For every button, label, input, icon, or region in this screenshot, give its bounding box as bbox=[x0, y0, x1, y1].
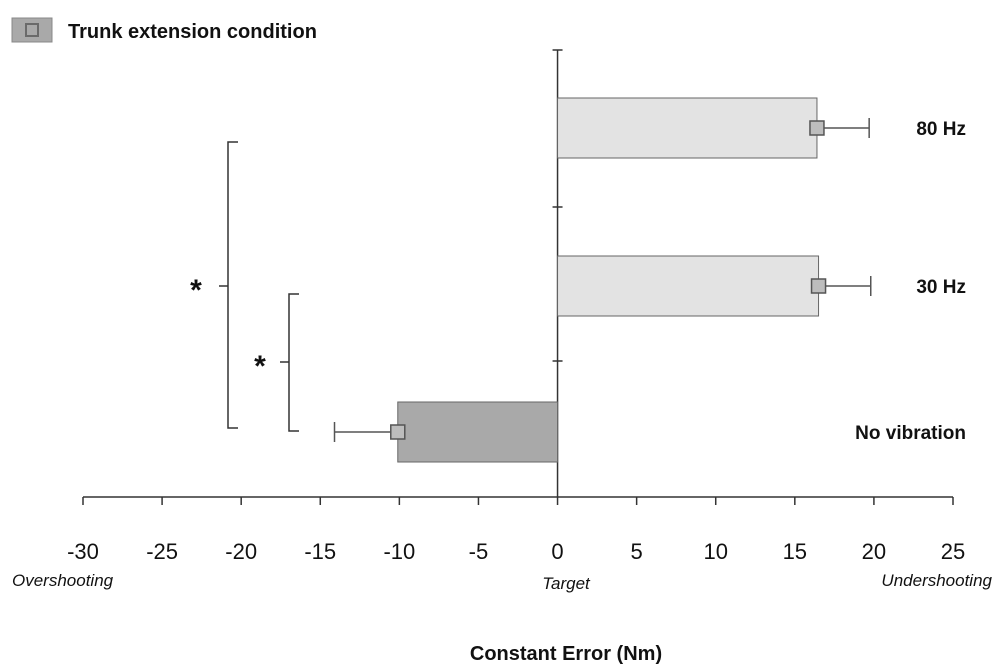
bar bbox=[557, 97, 818, 159]
x-tick-label: -5 bbox=[469, 539, 489, 564]
legend-swatch bbox=[11, 17, 53, 43]
x-tick-label: 10 bbox=[703, 539, 727, 564]
x-tick-label: -20 bbox=[225, 539, 257, 564]
mean-marker bbox=[390, 424, 406, 440]
x-tick-label: 25 bbox=[941, 539, 965, 564]
legend-marker bbox=[25, 23, 39, 37]
category-label: No vibration bbox=[855, 423, 966, 444]
legend: Trunk extension condition bbox=[11, 17, 317, 43]
significance-star: * bbox=[254, 350, 266, 383]
plot-area: -30 -25 -20 -15 -10 -5 0 5 10 15 20 25 No vibration 3… bbox=[67, 49, 966, 564]
bar bbox=[397, 401, 559, 463]
x-tick-label: -30 bbox=[67, 539, 99, 564]
x-tick-label: -10 bbox=[383, 539, 415, 564]
category-label: 80 Hz bbox=[916, 119, 966, 140]
x-axis-title: Constant Error (Nm) bbox=[470, 643, 662, 665]
mean-marker bbox=[809, 120, 825, 136]
bar bbox=[557, 255, 820, 317]
x-tick-label: -15 bbox=[304, 539, 336, 564]
mean-marker bbox=[810, 278, 827, 294]
x-tick-label: 15 bbox=[783, 539, 807, 564]
x-tick-label: 0 bbox=[551, 539, 563, 564]
x-tick-label: -25 bbox=[146, 539, 178, 564]
x-tick-label: 20 bbox=[862, 539, 886, 564]
category-label: 30 Hz bbox=[916, 277, 966, 298]
legend-label: Trunk extension condition bbox=[68, 21, 317, 43]
annotation-target: Target bbox=[542, 574, 591, 593]
significance-bracket bbox=[288, 293, 299, 432]
annotation-overshooting: Overshooting bbox=[12, 571, 114, 590]
x-tick-label: 5 bbox=[631, 539, 643, 564]
annotation-undershooting: Undershooting bbox=[881, 571, 992, 590]
significance-star: * bbox=[190, 274, 202, 307]
significance-bracket bbox=[227, 141, 238, 429]
